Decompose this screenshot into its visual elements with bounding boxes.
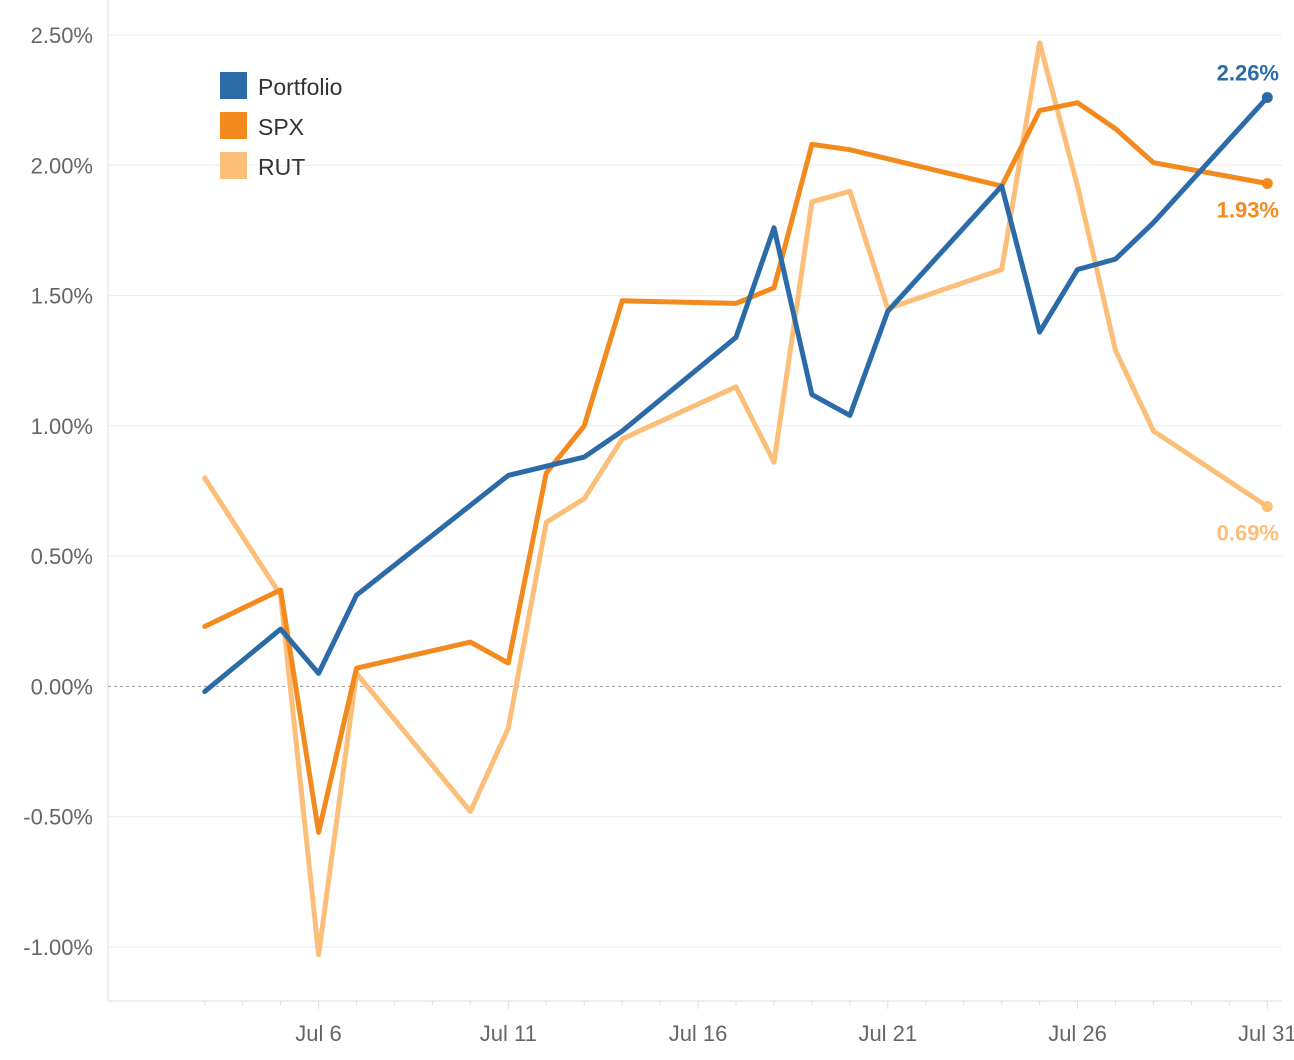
legend-label-spx: SPX <box>258 114 304 140</box>
x-tick-label: Jul 11 <box>480 1021 537 1046</box>
end-point-rut <box>1261 501 1273 513</box>
series-line-rut <box>202 40 1270 958</box>
end-point-portfolio <box>1261 92 1273 104</box>
y-tick-label: -0.50% <box>23 805 93 830</box>
x-tick-label: Jul 6 <box>295 1021 341 1046</box>
legend-swatch-portfolio <box>220 72 247 99</box>
legend-swatch-rut <box>220 152 247 179</box>
legend-label-portfolio: Portfolio <box>258 74 342 100</box>
end-value-label-portfolio: 2.26% <box>1217 61 1279 86</box>
y-tick-label: 1.50% <box>31 284 93 309</box>
series-lines <box>202 40 1270 958</box>
x-tick-label: Jul 26 <box>1048 1021 1107 1046</box>
legend-label-rut: RUT <box>258 154 305 180</box>
series-line-portfolio <box>202 95 1270 695</box>
end-value-label-rut: 0.69% <box>1217 521 1279 546</box>
legend-swatch-spx <box>220 112 247 139</box>
x-tick-label: Jul 16 <box>669 1021 728 1046</box>
y-tick-label: 0.50% <box>31 544 93 569</box>
end-value-label-spx: 1.93% <box>1217 198 1279 223</box>
end-point-spx <box>1261 178 1273 190</box>
x-tick-label: Jul 21 <box>858 1021 917 1046</box>
x-axis: Jul 6 Jul 11 Jul 16 Jul 21 Jul 26 Jul 31 <box>107 0 1294 1046</box>
series-line-spx <box>202 100 1270 835</box>
y-tick-label: 0.00% <box>31 674 93 699</box>
y-tick-label: -1.00% <box>23 935 93 960</box>
legend: Portfolio SPX RUT <box>220 72 342 180</box>
y-tick-label: 2.00% <box>31 153 93 178</box>
y-tick-label: 2.50% <box>31 23 93 48</box>
y-tick-label: 1.00% <box>31 414 93 439</box>
series-end-markers: 0.69% 1.93% 2.26% <box>1217 61 1279 546</box>
y-axis-ticks: -1.00% -0.50% 0.00% 0.50% 1.00% 1.50% 2.00% 2.5… <box>23 23 93 960</box>
x-tick-label: Jul 31 <box>1238 1021 1294 1046</box>
